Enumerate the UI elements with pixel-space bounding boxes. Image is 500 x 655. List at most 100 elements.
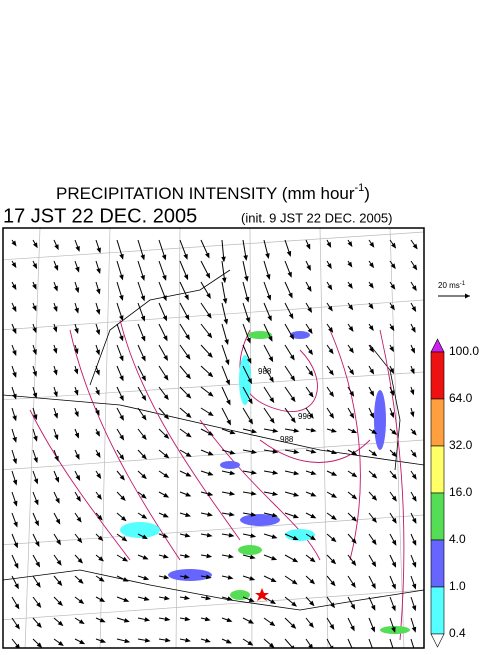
wind-arrow-head: [391, 561, 397, 568]
wind-arrow-head: [268, 356, 274, 363]
wind-arrow-head: [411, 429, 417, 436]
wind-arrow-head: [32, 305, 37, 312]
wind-arrow-head: [225, 639, 232, 644]
wind-arrow-head: [331, 514, 337, 521]
wind-arrow-head: [411, 306, 417, 313]
wind-scale-label: 20 ms-1: [438, 281, 466, 291]
wind-arrow-head: [221, 256, 226, 263]
wind-arrow-head: [391, 429, 397, 435]
wind-arrow-head: [411, 626, 417, 633]
wind-arrow-head: [206, 292, 211, 299]
wind-arrow-head: [119, 294, 124, 301]
wind-arrow-head: [185, 472, 192, 477]
wind-arrow-head: [53, 391, 58, 398]
colorbar: 100.0 64.0 32.0 16.0 4.0 1.0 0.4: [430, 338, 479, 648]
wind-arrow: [368, 638, 373, 648]
wind-arrow-head: [164, 595, 170, 601]
wind-arrow-head: [53, 285, 58, 292]
wind-arrow-head: [269, 376, 274, 383]
wind-arrow-head: [411, 285, 417, 292]
wind-arrow-head: [14, 603, 20, 610]
wind-arrow-head: [293, 492, 300, 497]
wind-arrow-head: [122, 556, 129, 562]
wind-arrow-head: [77, 558, 83, 564]
wind-arrow-head: [33, 435, 38, 442]
colorbar-label: 64.0: [449, 391, 473, 405]
wind-arrow-head: [163, 574, 170, 580]
wind-arrow-head: [207, 411, 214, 417]
wind-arrow-head: [78, 619, 85, 625]
wind-arrow-head: [349, 412, 355, 419]
wind-arrow-head: [98, 576, 105, 582]
wind-arrow-head: [226, 617, 233, 623]
wind-arrow-head: [291, 579, 298, 585]
wind-arrow-head: [165, 637, 171, 643]
wind-arrow-head: [163, 394, 169, 401]
wind-arrow-head: [54, 244, 59, 251]
wind-arrow-head: [55, 497, 60, 504]
wind-arrow-head: [331, 449, 338, 455]
wind-arrow-head: [411, 495, 417, 502]
wind-arrow-head: [244, 276, 249, 282]
wind-arrow-head: [350, 582, 356, 588]
wind-arrow-head: [328, 391, 334, 398]
wind-arrow-head: [184, 314, 190, 321]
wind-arrow-head: [11, 306, 17, 313]
wind-arrow-head: [271, 534, 278, 539]
wind-arrow-head: [33, 457, 38, 464]
wind-arrow-head: [95, 369, 100, 376]
wind-arrow-head: [119, 375, 124, 382]
wind-arrow-head: [411, 517, 417, 524]
wind-arrow-head: [119, 335, 124, 342]
wind-arrow-head: [229, 450, 236, 455]
wind-arrow-head: [251, 449, 258, 455]
wind-arrow-head: [123, 618, 130, 623]
wind-arrow-head: [410, 368, 415, 375]
wind-arrow-head: [75, 453, 80, 460]
colorbar-segment: [430, 351, 445, 400]
wind-arrow-head: [267, 315, 272, 322]
wind-arrow-head: [331, 471, 338, 476]
wind-arrow-head: [371, 473, 378, 479]
wind-arrow-head: [207, 332, 213, 339]
wind-arrow-head: [35, 561, 41, 568]
valid-time: 17 JST 22 DEC. 2005: [3, 205, 197, 227]
wind-arrow-head: [389, 304, 395, 311]
wind-arrow-head: [141, 434, 147, 441]
wind-arrow-head: [229, 470, 236, 476]
wind-arrow-head: [268, 335, 273, 342]
wind-arrow-head: [207, 512, 213, 517]
wind-arrow-head: [206, 312, 212, 319]
wind-arrow-head: [331, 428, 337, 433]
wind-arrow-head: [290, 375, 296, 382]
wind-arrow-head: [293, 449, 300, 454]
wind-arrow-head: [12, 328, 17, 335]
wind-arrow-head: [306, 286, 312, 292]
wind-arrow-head: [206, 553, 213, 559]
wind-arrow-head: [351, 538, 357, 544]
wind-arrow-head: [351, 428, 358, 434]
wind-arrow-head: [371, 561, 377, 568]
wind-arrow-head: [329, 602, 335, 609]
wind-arrow-head: [409, 411, 415, 418]
colorbar-bottom: [430, 633, 445, 648]
wind-arrow-head: [141, 453, 147, 460]
colorbar-label: 32.0: [449, 438, 473, 452]
wind-arrow-head: [371, 495, 378, 501]
wind-arrow-head: [307, 307, 313, 314]
wind-arrow-head: [369, 368, 375, 375]
wind-arrow-head: [329, 412, 335, 419]
wind-arrow-head: [140, 295, 145, 302]
wind-arrow-head: [271, 555, 278, 561]
wind-arrow-head: [74, 328, 79, 334]
wind-arrow-head: [142, 555, 149, 560]
wind-arrow-head: [411, 605, 417, 612]
title-close: ): [364, 184, 370, 203]
wind-vectors: [11, 239, 418, 648]
wind-arrow: [326, 638, 333, 648]
wind-arrow-head: [119, 454, 125, 461]
wind-arrow-head: [119, 395, 124, 402]
wind-arrow-head: [289, 354, 295, 361]
wind-arrow-head: [251, 470, 257, 475]
